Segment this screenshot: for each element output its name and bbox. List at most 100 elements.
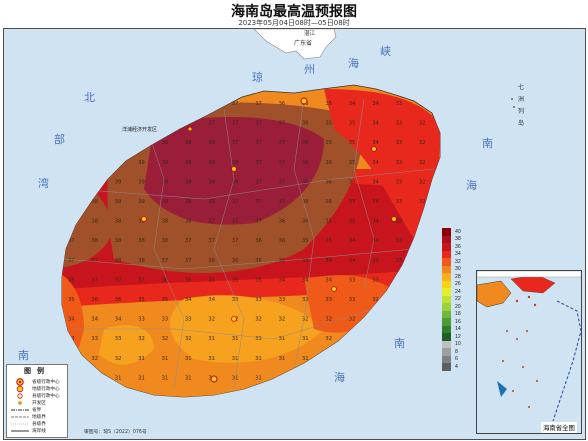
scale-step: 28 bbox=[442, 273, 472, 281]
sea-label-nan-south: 南 bbox=[394, 337, 405, 350]
grid-temperature-value: 38 bbox=[91, 199, 98, 205]
grid-temperature-value: 35 bbox=[349, 199, 356, 205]
grid-temperature-value: 37 bbox=[279, 160, 286, 166]
grid-temperature-value: 37 bbox=[208, 101, 215, 107]
grid-temperature-value: 37 bbox=[232, 101, 239, 107]
grid-temperature-value: 36 bbox=[255, 258, 262, 264]
grid-temperature-value: 37 bbox=[68, 101, 75, 107]
grid-temperature-value: 37 bbox=[162, 258, 169, 264]
grid-temperature-value: 36 bbox=[208, 258, 215, 264]
grid-temperature-value: 38 bbox=[68, 179, 75, 185]
grid-temperature-value: 31 bbox=[138, 356, 145, 362]
grid-temperature-value: 32 bbox=[279, 317, 286, 323]
grid-temperature-value: 33 bbox=[396, 179, 403, 185]
grid-temperature-value: 32 bbox=[91, 356, 98, 362]
grid-temperature-value: 31 bbox=[302, 356, 309, 362]
grid-temperature-value: 37 bbox=[138, 101, 145, 107]
grid-temperature-value: 39 bbox=[91, 160, 98, 166]
grid-temperature-value: 31 bbox=[279, 356, 286, 362]
grid-temperature-value: 36 bbox=[255, 238, 262, 244]
development-zone-icon bbox=[10, 399, 30, 407]
grid-temperature-value: 39 bbox=[162, 179, 169, 185]
qizhou-label-1: 七 bbox=[518, 83, 524, 91]
legend-item-prefecture-boundary: 地级界 bbox=[7, 413, 67, 420]
province-boundary-icon bbox=[10, 408, 30, 412]
grid-temperature-value: 31 bbox=[302, 375, 309, 381]
grid-temperature-value: 31 bbox=[208, 336, 215, 342]
grid-temperature-value: 37 bbox=[185, 238, 192, 244]
grid-temperature-value: 31 bbox=[115, 375, 122, 381]
grid-temperature-value: 31 bbox=[279, 375, 286, 381]
grid-temperature-value: 37 bbox=[255, 140, 262, 146]
qizhou-label-2: 洲 bbox=[518, 96, 524, 103]
grid-temperature-value: 34 bbox=[372, 121, 379, 127]
grid-temperature-value: 36 bbox=[185, 277, 192, 283]
scale-label: 14 bbox=[455, 326, 461, 333]
scale-label: 6 bbox=[455, 356, 458, 363]
grid-temperature-value: 36 bbox=[302, 121, 309, 127]
legend-label: 海岸线 bbox=[32, 428, 46, 434]
grid-temperature-value: 38 bbox=[162, 238, 169, 244]
prefecture-center-icon bbox=[10, 385, 30, 393]
grid-temperature-value: 38 bbox=[115, 258, 122, 264]
grid-temperature-value: 39 bbox=[68, 160, 75, 166]
grid-temperature-value: 31 bbox=[419, 356, 426, 362]
inset-map-hainan-province bbox=[476, 270, 582, 434]
legend-label: 省界 bbox=[32, 407, 42, 413]
scale-swatch bbox=[442, 258, 451, 266]
grid-temperature-value: 37 bbox=[255, 219, 262, 225]
guangdong-label: 广东省 bbox=[294, 39, 312, 47]
scale-step: 6 bbox=[442, 355, 472, 363]
grid-temperature-value: 32 bbox=[138, 336, 145, 342]
grid-temperature-value: 35 bbox=[162, 297, 169, 303]
grid-temperature-value: 34 bbox=[325, 277, 332, 283]
sea-label-bu: 部 bbox=[54, 132, 65, 146]
scale-label: 10 bbox=[455, 341, 461, 348]
yangpu-label: 洋浦经济开发区 bbox=[122, 126, 157, 133]
grid-temperature-value: 38 bbox=[91, 219, 98, 225]
legend-item-prefecture-center: 地级行政中心 bbox=[7, 385, 67, 392]
scale-step: 24 bbox=[442, 288, 472, 296]
inset-map-svg bbox=[477, 271, 581, 422]
grid-temperature-value: 31 bbox=[325, 356, 332, 362]
grid-temperature-value: 32 bbox=[349, 317, 356, 323]
grid-temperature-value: 34 bbox=[372, 238, 379, 244]
grid-temperature-value: 31 bbox=[396, 317, 403, 323]
grid-temperature-value: 35 bbox=[325, 121, 332, 127]
grid-temperature-value: 31 bbox=[372, 356, 379, 362]
scale-label: 16 bbox=[455, 318, 461, 325]
legend-label: 地级界 bbox=[32, 414, 46, 420]
grid-temperature-value: 35 bbox=[302, 238, 309, 244]
grid-temperature-value: 37 bbox=[115, 101, 122, 107]
scale-step: 8 bbox=[442, 348, 472, 356]
grid-temperature-value: 32 bbox=[68, 375, 75, 381]
grid-temperature-value: 35 bbox=[325, 140, 332, 146]
scale-swatch bbox=[442, 243, 451, 251]
grid-temperature-value: 38 bbox=[68, 219, 75, 225]
grid-temperature-value: 38 bbox=[208, 160, 215, 166]
grid-temperature-value: 37 bbox=[185, 258, 192, 264]
grid-temperature-value: 36 bbox=[232, 258, 239, 264]
grid-temperature-value: 38 bbox=[162, 121, 169, 127]
grid-temperature-value: 37 bbox=[255, 179, 262, 185]
scale-step: 14 bbox=[442, 325, 472, 333]
legend-item-county-boundary: 县级界 bbox=[7, 420, 67, 427]
scale-step: 22 bbox=[442, 295, 472, 303]
grid-temperature-value: 38 bbox=[185, 179, 192, 185]
grid-temperature-value: 37 bbox=[232, 199, 239, 205]
grid-temperature-value: 31 bbox=[255, 375, 262, 381]
grid-temperature-value: 39 bbox=[162, 160, 169, 166]
scale-step: 26 bbox=[442, 280, 472, 288]
grid-temperature-value: 32 bbox=[419, 140, 426, 146]
grid-temperature-value: 33 bbox=[138, 317, 145, 323]
grid-temperature-value: 32 bbox=[396, 277, 403, 283]
grid-temperature-value: 37 bbox=[68, 238, 75, 244]
grid-temperature-value: 31 bbox=[279, 336, 286, 342]
sea-label-nan-east: 南 bbox=[482, 137, 493, 150]
grid-temperature-value: 39 bbox=[91, 179, 98, 185]
grid-temperature-value: 31 bbox=[232, 356, 239, 362]
grid-temperature-value: 31 bbox=[372, 375, 379, 381]
grid-temperature-value: 32 bbox=[419, 277, 426, 283]
grid-temperature-value: 37 bbox=[185, 101, 192, 107]
grid-temperature-value: 39 bbox=[138, 160, 145, 166]
